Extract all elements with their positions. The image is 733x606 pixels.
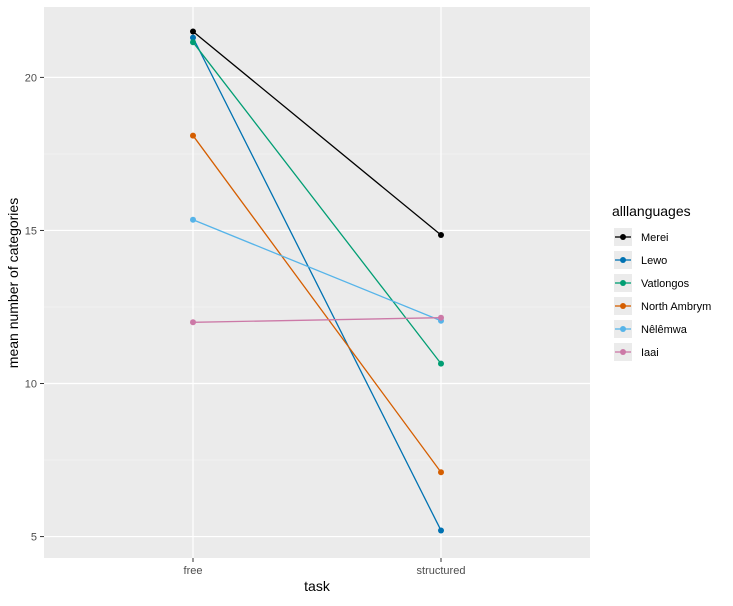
legend-key-point (620, 349, 626, 355)
series-points (190, 28, 444, 534)
legend-key-point (620, 234, 626, 240)
legend-item: Iaai (614, 343, 659, 361)
data-point (438, 469, 444, 476)
legend-item: Merei (614, 228, 669, 246)
y-axis-ticks: 5 10 15 20 (25, 72, 44, 544)
legend-label: Iaai (641, 347, 659, 359)
legend-key-point (620, 280, 626, 286)
series-line-vatlongos (192, 41, 442, 365)
data-point (190, 39, 196, 46)
legend-items: Merei Lewo Vatlongos North Ambrym Nêlêmwa Iaa… (614, 228, 711, 361)
legend-label: Merei (641, 232, 669, 244)
legend-item: Nêlêmwa (614, 320, 688, 338)
legend: alllanguages Merei Lewo Vatlongos North Amb… (612, 203, 711, 361)
data-point (190, 216, 196, 223)
legend-label: North Ambrym (641, 301, 711, 313)
legend-title: alllanguages (612, 203, 691, 219)
legend-key-point (620, 257, 626, 263)
series-line-iaai (192, 317, 442, 323)
data-point (438, 527, 444, 534)
minor-gridlines (44, 153, 590, 461)
plot-panel (44, 7, 590, 558)
data-point (190, 319, 196, 326)
x-axis-title: task (304, 578, 331, 594)
data-point (438, 314, 444, 321)
series-line-merei (192, 30, 442, 236)
legend-item: Lewo (614, 251, 667, 269)
y-tick-label: 5 (31, 532, 37, 544)
x-tick-label: free (184, 565, 203, 577)
legend-item: Vatlongos (614, 274, 690, 292)
y-tick-label: 15 (25, 225, 37, 237)
legend-label: Nêlêmwa (641, 324, 688, 336)
data-point (190, 28, 196, 35)
series-line-north-ambrym (192, 135, 442, 473)
data-point (438, 232, 444, 239)
legend-key-point (620, 326, 626, 332)
legend-item: North Ambrym (614, 297, 711, 315)
series-line-lewo (192, 37, 442, 531)
series-line-n-l-mwa (192, 219, 442, 322)
x-axis-ticks: free structured (184, 558, 466, 577)
y-axis-title: mean number of categories (5, 198, 21, 368)
legend-label: Vatlongos (641, 278, 690, 290)
legend-label: Lewo (641, 255, 667, 267)
y-tick-label: 10 (25, 379, 37, 391)
data-point (190, 132, 196, 139)
y-tick-label: 20 (25, 72, 37, 84)
series-lines (192, 30, 442, 531)
data-point (438, 360, 444, 367)
x-tick-label: structured (417, 565, 466, 577)
legend-key-point (620, 303, 626, 309)
major-gridlines (44, 7, 590, 558)
data-point (190, 34, 196, 41)
